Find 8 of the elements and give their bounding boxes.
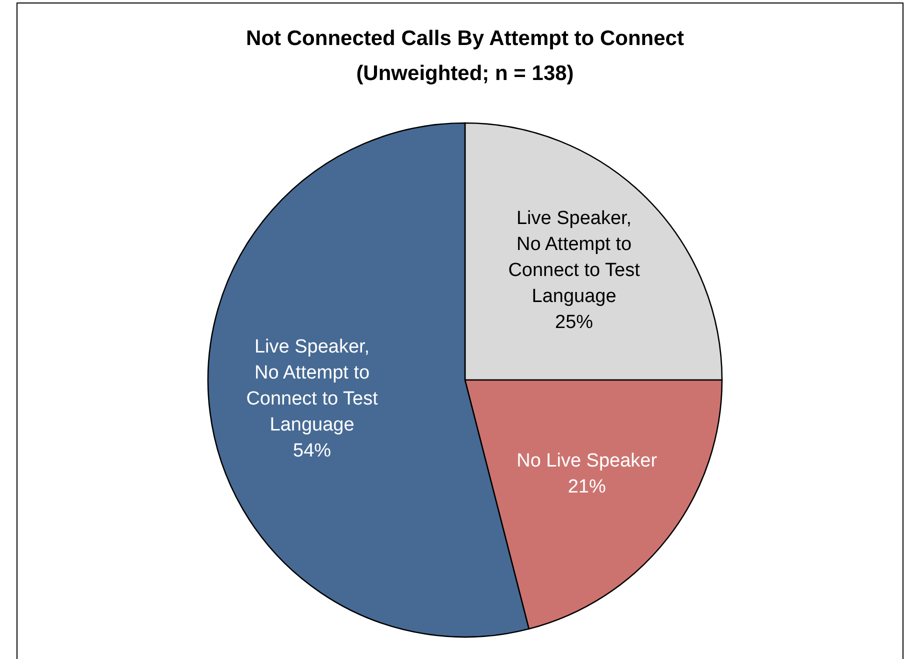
data-label: 54% bbox=[293, 440, 332, 462]
slice-label: Live Speaker, No Attempt to Connect to Test Language bbox=[246, 336, 379, 436]
slice-label: No Live Speaker bbox=[516, 450, 658, 472]
chart-title: Not Connected Calls By Attempt to Connect bbox=[246, 27, 684, 50]
slice-label: Live Speaker, No Attempt to Connect to Test Language bbox=[508, 208, 641, 307]
data-label: 21% bbox=[568, 476, 606, 498]
chart-subtitle: (Unweighted; n = 138) bbox=[356, 62, 574, 85]
data-label: 25% bbox=[555, 312, 594, 333]
